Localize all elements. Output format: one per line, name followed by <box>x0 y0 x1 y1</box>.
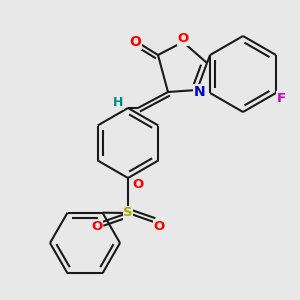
Text: O: O <box>92 220 103 233</box>
Text: S: S <box>123 206 133 220</box>
Text: N: N <box>194 85 206 99</box>
Text: O: O <box>153 220 165 233</box>
Text: O: O <box>132 178 144 191</box>
Text: H: H <box>113 97 123 110</box>
Text: O: O <box>129 35 141 49</box>
Text: O: O <box>177 32 189 46</box>
Text: F: F <box>276 92 286 104</box>
